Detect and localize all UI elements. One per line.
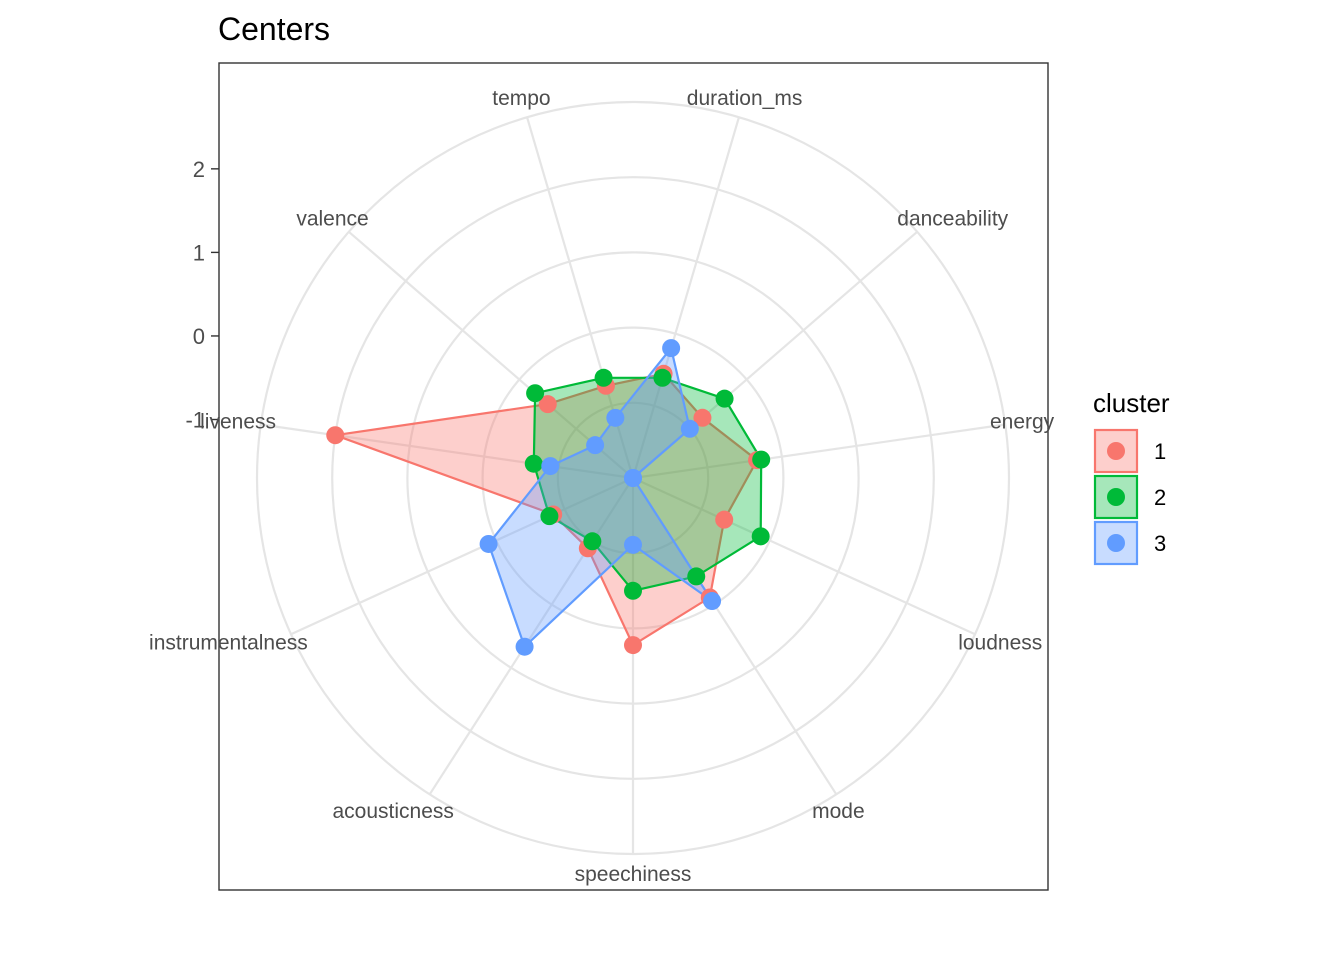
spoke-loudness	[632, 476, 976, 636]
axis-label-mode: mode	[812, 800, 865, 823]
axis-label-liveness: liveness	[200, 411, 276, 434]
cluster-1-point-valence	[538, 395, 557, 414]
cluster-2-point-danceability	[715, 389, 734, 408]
spoke-valence	[348, 230, 634, 479]
cluster-3-point-speechiness	[624, 535, 642, 554]
chart-title: Centers	[218, 11, 330, 47]
axis-label-energy: energy	[990, 411, 1055, 434]
cluster-2-point-tempo	[594, 368, 613, 387]
axis-label-tempo: tempo	[492, 87, 550, 110]
spoke-acousticness	[428, 477, 634, 795]
cluster-2-point-instrumentalness	[540, 507, 559, 526]
legend-title: cluster	[1093, 388, 1170, 418]
y-tick-label: 2	[193, 157, 205, 182]
legend-key-dot-2	[1107, 488, 1125, 506]
axis-label-speechiness: speechiness	[575, 863, 692, 886]
cluster-1-point-liveness	[326, 426, 345, 445]
axis-labels: duration_ms danceability energy loudness mod…	[149, 87, 1055, 886]
legend-key-dot-1	[1107, 442, 1125, 460]
cluster-3-point-mode	[703, 592, 722, 611]
axis-label-duration_ms: duration_ms	[687, 87, 803, 110]
cluster-3-point-instrumentalness	[479, 534, 498, 553]
cluster-3-point-loudness	[624, 469, 642, 487]
y-tick-label: 1	[193, 240, 205, 265]
cluster-2-point-liveness	[524, 454, 543, 473]
y-tick-label: -1	[185, 408, 205, 433]
cluster-2-point-mode	[687, 567, 706, 586]
spoke-liveness	[260, 423, 634, 480]
cluster-2-point-speechiness	[624, 581, 642, 600]
cluster-2-point-loudness	[751, 527, 770, 546]
axis-label-danceability: danceability	[897, 208, 1008, 231]
cluster-2-point-acousticness	[583, 532, 602, 551]
cluster-2-point-valence	[526, 384, 545, 403]
y-tick-label: 0	[193, 324, 205, 349]
axis-label-loudness: loudness	[958, 632, 1042, 655]
cluster-3-point-liveness	[541, 457, 560, 476]
cluster-1-point-loudness	[715, 510, 734, 529]
legend-label-1: 1	[1154, 439, 1166, 464]
cluster-3-point-duration_ms	[662, 339, 681, 358]
cluster-1-point-speechiness	[624, 636, 642, 655]
legend-key-dot-3	[1107, 534, 1125, 552]
legend: cluster 1 2 3	[1093, 388, 1170, 566]
spoke-instrumentalness	[290, 476, 634, 636]
plot-panel	[218, 62, 1049, 891]
axis-label-instrumentalness: instrumentalness	[149, 632, 308, 655]
axis-label-valence: valence	[296, 208, 368, 231]
spoke-energy	[632, 423, 1006, 480]
axis-label-acousticness: acousticness	[333, 800, 454, 823]
cluster-polygons	[334, 345, 763, 649]
cluster-2-point-duration_ms	[653, 368, 672, 387]
cluster-3-point-tempo	[606, 408, 625, 427]
cluster-1-point-danceability	[693, 408, 712, 427]
cluster-3-point-danceability	[680, 419, 699, 438]
cluster-3-point-valence	[586, 436, 605, 455]
cluster-2-point-energy	[752, 450, 771, 469]
legend-label-2: 2	[1154, 485, 1166, 510]
y-axis: 2 1 0 -1	[185, 157, 219, 433]
cluster-3-point-acousticness	[515, 637, 534, 656]
spoke-duration_ms	[631, 116, 740, 479]
cluster-points	[326, 339, 771, 656]
legend-label-3: 3	[1154, 531, 1166, 556]
